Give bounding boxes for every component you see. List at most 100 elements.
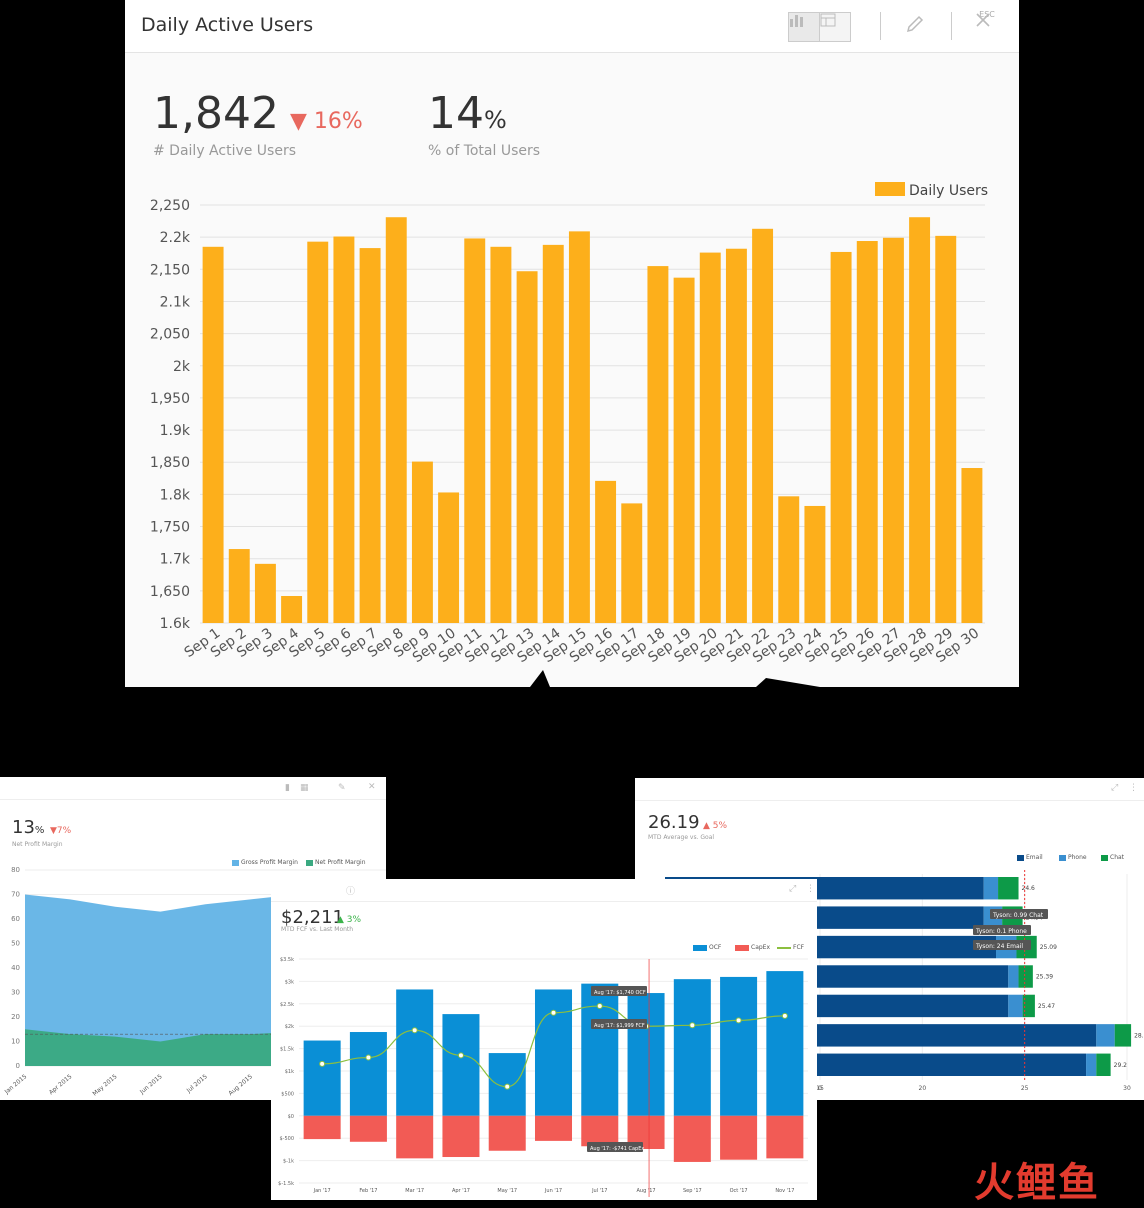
kpi-net-profit-change: ▼7% <box>50 826 72 836</box>
legend-phone[interactable]: Phone <box>1059 854 1087 861</box>
x-tick-label: 15 <box>816 1085 824 1092</box>
x-tick-label: 20 <box>919 1085 927 1092</box>
bar <box>438 492 460 623</box>
legend-swatch <box>306 859 313 866</box>
kpi-fcf-change: ▲ 3% <box>337 915 362 925</box>
fcf-panel: ⓘ ⤢ ⋮ $2,211 ▲ 3% MTD FCF vs. Last Month… <box>271 879 817 1200</box>
close-button[interactable]: ESC <box>975 10 999 27</box>
expand-icon[interactable]: ⤢ <box>789 884 797 894</box>
tooltip-box <box>973 940 1031 950</box>
tooltip-text: Tyson: 0.1 Phone <box>975 928 1027 935</box>
legend-ocf[interactable]: OCF <box>693 944 721 951</box>
tooltip-text: Aug '17: $1,999 FCF <box>594 1023 645 1029</box>
ocf-bar <box>442 1014 480 1116</box>
kpi-daily-active-users-change: ▼ 16% <box>290 109 363 134</box>
y-tick-label: $2k <box>285 1024 294 1030</box>
bar <box>595 480 617 623</box>
y-tick-label: 70 <box>11 891 20 899</box>
bar <box>359 248 381 623</box>
panel-header: Daily Active Users ESC <box>125 0 1019 53</box>
legend-swatch <box>232 859 239 866</box>
expand-icon[interactable]: ⤢ <box>1111 783 1119 793</box>
bar-chart-icon[interactable]: ▮ <box>285 783 290 793</box>
ocf-bar <box>534 989 573 1116</box>
bar-total-label: 29.2 <box>1114 1062 1128 1069</box>
x-tick-label: Jul 2015 <box>185 1073 209 1095</box>
y-tick-label: 2,050 <box>150 327 190 343</box>
x-tick-label: Jun 2015 <box>138 1073 164 1096</box>
tooltip-text: Aug '17: -$741 CapEx <box>590 1146 644 1152</box>
table-view-button[interactable] <box>819 12 851 42</box>
table-icon[interactable]: ▦ <box>300 783 309 793</box>
kpi-daily-active-users-label: # Daily Active Users <box>153 143 297 159</box>
bar-segment <box>1086 1053 1097 1076</box>
legend-net-profit[interactable]: Net Profit Margin <box>306 859 366 866</box>
y-tick-label: $-500 <box>279 1136 294 1142</box>
y-tick-label: 30 <box>11 989 20 997</box>
bar-segment <box>1008 965 1019 988</box>
fcf-point <box>411 1027 418 1034</box>
more-icon[interactable]: ⋮ <box>1129 783 1138 793</box>
bar <box>228 549 250 623</box>
y-tick-label: 60 <box>11 915 20 923</box>
legend-label: OCF <box>709 944 722 951</box>
legend-label: FCF <box>793 944 805 951</box>
kpi-percent-total-value: 14% <box>428 92 507 136</box>
x-tick-label: Aug '17 <box>636 1188 655 1194</box>
y-tick-label: 1,850 <box>150 455 190 471</box>
legend-swatch <box>1059 854 1066 861</box>
legend-fcf[interactable]: FCF <box>777 944 804 951</box>
legend-capex[interactable]: CapEx <box>735 944 770 951</box>
y-tick-label: 2,150 <box>150 262 190 278</box>
bar <box>882 237 904 623</box>
x-tick-label: May '17 <box>497 1188 517 1194</box>
y-tick-label: 50 <box>11 940 20 948</box>
y-tick-label: $2.5k <box>280 1002 294 1008</box>
capex-bar <box>303 1115 341 1140</box>
bar <box>699 252 721 623</box>
legend-email[interactable]: Email <box>1017 854 1043 861</box>
y-tick-label: 1.8k <box>160 487 191 503</box>
y-tick-label: $3k <box>285 979 294 985</box>
legend-gross-profit[interactable]: Gross Profit Margin <box>232 859 298 866</box>
bar <box>254 563 276 623</box>
bar <box>804 505 826 623</box>
tooltip-text: Tyson: 24 Email <box>975 943 1023 950</box>
bar <box>856 241 878 623</box>
x-tick-label: Apr '17 <box>452 1188 470 1194</box>
y-tick-label: 2k <box>173 359 191 375</box>
ocf-bar <box>720 976 758 1116</box>
tooltip-text: Aug '17: $1,740 OCF <box>594 990 646 996</box>
kpi-mtd-average-label: MTD Average vs. Goal <box>648 834 715 841</box>
legend-swatch <box>875 182 905 196</box>
legend-label: Phone <box>1068 854 1087 861</box>
y-tick-label: $-1.5k <box>278 1181 294 1187</box>
bar <box>621 503 643 623</box>
close-icon[interactable]: ✕ <box>368 782 376 792</box>
x-tick-label: May 2015 <box>91 1073 118 1097</box>
x-tick-label: Jan '17 <box>313 1188 331 1194</box>
capex-bar <box>581 1115 619 1147</box>
capex-bar <box>488 1115 526 1151</box>
toolbar-divider <box>880 12 881 40</box>
y-tick-label: $1.5k <box>280 1047 294 1053</box>
legend-label: CapEx <box>751 944 771 951</box>
panel-title: Daily Active Users <box>141 14 314 36</box>
x-tick-label: Apr 2015 <box>48 1073 74 1096</box>
pencil-icon[interactable]: ✎ <box>338 783 346 793</box>
panel-header: ⓘ ⤢ ⋮ <box>271 879 817 902</box>
bar <box>333 236 355 623</box>
more-icon[interactable]: ⋮ <box>806 884 815 894</box>
capex-bar <box>442 1115 480 1158</box>
x-tick-label: Feb '17 <box>359 1188 377 1194</box>
legend-swatch <box>1017 854 1024 861</box>
tooltip-box <box>587 1142 643 1152</box>
daily-users-bar-chart: 1.6k 1,650 1.7k 1,750 1.8k 1,850 1.9k 1,950 2k 2,… <box>150 182 988 666</box>
tooltip-box <box>591 986 647 996</box>
kpi-percent-total-number: 14 <box>428 88 484 139</box>
bar <box>516 271 538 623</box>
info-icon[interactable]: ⓘ <box>346 887 356 897</box>
bar <box>961 468 983 623</box>
x-tick-label: Jun '17 <box>544 1188 562 1194</box>
legend-chat[interactable]: Chat <box>1101 854 1124 861</box>
